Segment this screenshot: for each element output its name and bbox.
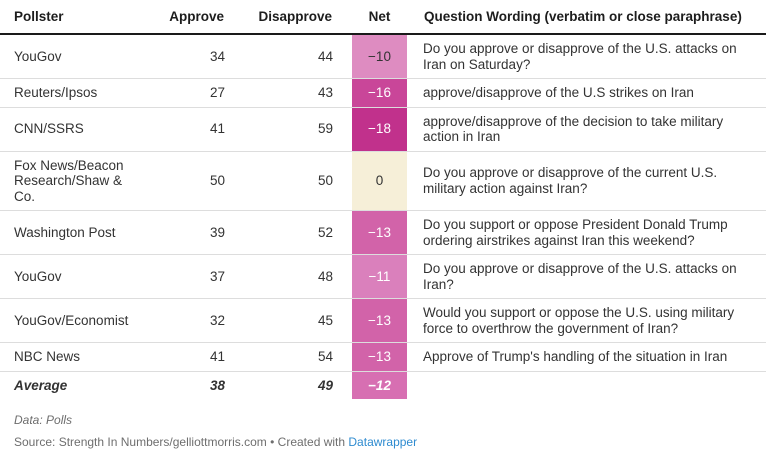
pollster-cell: YouGov/Economist bbox=[0, 298, 146, 343]
column-header-approve: Approve bbox=[146, 0, 225, 35]
pollster-cell: YouGov bbox=[0, 254, 146, 299]
table-row: Fox News/Beacon Research/Shaw & Co. 50 5… bbox=[0, 151, 766, 211]
question-cell: Approve of Trump's handling of the situa… bbox=[423, 342, 766, 372]
net-cell: −13 bbox=[333, 298, 423, 343]
approve-cell: 39 bbox=[146, 210, 225, 255]
net-cell: −16 bbox=[333, 78, 423, 108]
approve-cell: 27 bbox=[146, 78, 225, 108]
disapprove-cell: 52 bbox=[225, 210, 333, 255]
data-notes: Data: Polls bbox=[14, 413, 73, 427]
net-cell: −18 bbox=[333, 107, 423, 152]
table-row: Washington Post 39 52 −13 Do you support… bbox=[0, 210, 766, 255]
question-cell: Do you approve or disapprove of the U.S.… bbox=[423, 34, 766, 79]
table-body: YouGov 34 44 −10 Do you approve or disap… bbox=[0, 34, 766, 399]
approve-cell: 38 bbox=[209, 377, 225, 393]
polls-table: Pollster Approve Disapprove Net Question… bbox=[0, 0, 766, 399]
source-label: Source: bbox=[14, 435, 56, 449]
table-row: YouGov 34 44 −10 Do you approve or disap… bbox=[0, 34, 766, 79]
pollster-cell: Average bbox=[14, 377, 68, 393]
column-header-net: Net bbox=[333, 0, 423, 35]
question-cell: Would you support or oppose the U.S. usi… bbox=[423, 298, 766, 343]
pollster-cell: Reuters/Ipsos bbox=[0, 78, 146, 108]
table-row: Average 38 49 −12 bbox=[0, 371, 766, 399]
approve-cell: 34 bbox=[146, 34, 225, 79]
column-header-disapprove: Disapprove bbox=[225, 0, 333, 35]
pollster-cell: CNN/SSRS bbox=[0, 107, 146, 152]
column-header-pollster: Pollster bbox=[0, 0, 146, 35]
table-row: YouGov/Economist 32 45 −13 Would you sup… bbox=[0, 298, 766, 343]
approve-cell: 37 bbox=[146, 254, 225, 299]
source-text: Strength In Numbers/gelliottmorris.com bbox=[58, 435, 267, 449]
disapprove-cell: 50 bbox=[225, 151, 333, 211]
net-cell: −12 bbox=[333, 371, 423, 399]
datawrapper-link[interactable]: Datawrapper bbox=[348, 435, 418, 449]
net-cell: −10 bbox=[333, 34, 423, 79]
net-cell: −13 bbox=[333, 342, 423, 372]
approve-cell: 50 bbox=[146, 151, 225, 211]
table-header: Pollster Approve Disapprove Net Question… bbox=[0, 0, 766, 35]
column-header-question: Question Wording (verbatim or close para… bbox=[423, 0, 766, 35]
table-row: CNN/SSRS 41 59 −18 approve/disapprove of… bbox=[0, 107, 766, 152]
disapprove-cell: 48 bbox=[225, 254, 333, 299]
disapprove-cell: 54 bbox=[225, 342, 333, 372]
net-cell: −13 bbox=[333, 210, 423, 255]
question-cell: Do you support or oppose President Donal… bbox=[423, 210, 766, 255]
disapprove-cell: 59 bbox=[225, 107, 333, 152]
net-cell: −11 bbox=[333, 254, 423, 299]
pollster-cell: Washington Post bbox=[0, 210, 146, 255]
separator-dot: • bbox=[270, 435, 275, 449]
table-row: Reuters/Ipsos 27 43 −16 approve/disappro… bbox=[0, 78, 766, 108]
question-cell: Do you approve or disapprove of the U.S.… bbox=[423, 254, 766, 299]
disapprove-cell: 44 bbox=[225, 34, 333, 79]
pollster-cell: YouGov bbox=[0, 34, 146, 79]
pollster-cell: Fox News/Beacon Research/Shaw & Co. bbox=[0, 151, 146, 211]
question-cell bbox=[423, 371, 766, 399]
disapprove-cell: 45 bbox=[225, 298, 333, 343]
disapprove-cell: 49 bbox=[317, 377, 333, 393]
pollster-cell: NBC News bbox=[0, 342, 146, 372]
created-with-text: Created with bbox=[277, 435, 346, 449]
net-cell: 0 bbox=[333, 151, 423, 211]
header-row: Pollster Approve Disapprove Net Question… bbox=[0, 0, 766, 35]
question-cell: approve/disapprove of the decision to ta… bbox=[423, 107, 766, 152]
source-line: Source: Strength In Numbers/gelliottmorr… bbox=[14, 435, 766, 450]
table-row: YouGov 37 48 −11 Do you approve or disap… bbox=[0, 254, 766, 299]
table-row: NBC News 41 54 −13 Approve of Trump's ha… bbox=[0, 342, 766, 372]
chart-footer: Data: Polls Source: Strength In Numbers/… bbox=[14, 413, 766, 450]
approve-cell: 41 bbox=[146, 107, 225, 152]
approve-cell: 41 bbox=[146, 342, 225, 372]
question-cell: approve/disapprove of the U.S strikes on… bbox=[423, 78, 766, 108]
approve-cell: 32 bbox=[146, 298, 225, 343]
question-cell: Do you approve or disapprove of the curr… bbox=[423, 151, 766, 211]
disapprove-cell: 43 bbox=[225, 78, 333, 108]
